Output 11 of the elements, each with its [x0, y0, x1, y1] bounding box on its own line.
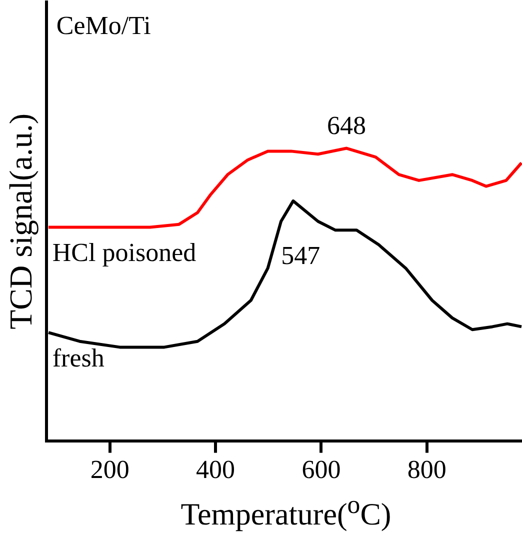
x-tick-label: 200: [90, 455, 130, 484]
text: CeMo/Ti: [56, 10, 151, 40]
x-axis-title: Temperature($^{o}$C): [180, 489, 392, 534]
series-label: fresh: [52, 343, 104, 372]
annotation: 547: [281, 240, 320, 270]
annotation: 648: [327, 111, 366, 140]
x-tick-label: 800: [407, 455, 446, 484]
x-tick-label: 400: [196, 455, 235, 484]
x-tick-label: 600: [302, 455, 341, 484]
series-label: HCl poisoned: [52, 238, 196, 268]
y-axis-title: TCD signal(a.u.): [2, 113, 39, 330]
